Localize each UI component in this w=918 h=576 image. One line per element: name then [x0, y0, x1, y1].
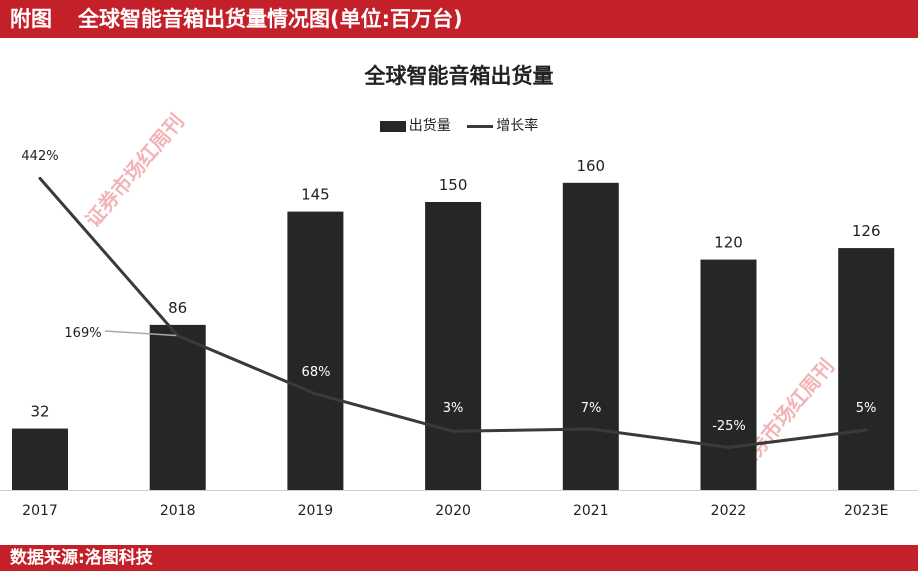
- growth-label-2022: -25%: [712, 419, 746, 434]
- watermark: 证券市场红周刊: [80, 109, 188, 232]
- growth-point-2019: [313, 392, 317, 396]
- x-tick-2022: 2022: [711, 503, 747, 519]
- growth-point-2023E: [864, 428, 868, 432]
- label-leader-line: [104, 330, 178, 337]
- bar-label-2023E: 126: [852, 222, 881, 240]
- legend-item-bar: 出货量: [379, 118, 451, 134]
- bar-2023E: [838, 248, 895, 490]
- growth-point-2021: [589, 427, 593, 431]
- growth-label-2019: 68%: [302, 365, 331, 380]
- x-tick-2018: 2018: [160, 503, 196, 519]
- bar-label-2020: 150: [439, 176, 468, 194]
- source-text: 数据来源:洛图科技: [10, 548, 153, 568]
- bar-2020: [425, 202, 482, 490]
- header-bar: 附图 全球智能音箱出货量情况图(单位:百万台): [0, 0, 918, 38]
- bar-2017: [12, 428, 68, 490]
- legend: 出货量 增长率: [0, 115, 918, 135]
- x-tick-2021: 2021: [573, 503, 609, 519]
- x-tick-2023E: 2023E: [844, 503, 888, 519]
- bar-label-2022: 120: [714, 234, 743, 252]
- legend-item-line: 增长率: [467, 118, 538, 134]
- growth-point-2018: [176, 334, 180, 338]
- bar-label-2021: 160: [576, 157, 605, 175]
- x-tick-2019: 2019: [298, 503, 334, 519]
- footer-bar: 数据来源:洛图科技: [0, 545, 918, 571]
- bar-2018: [149, 324, 206, 490]
- growth-point-2017: [38, 176, 42, 180]
- legend-bar-swatch: [379, 120, 406, 132]
- bar-2021: [562, 182, 619, 491]
- x-tick-2017: 2017: [22, 503, 58, 519]
- bar-2019: [287, 211, 344, 490]
- legend-line-label: 增长率: [496, 118, 539, 134]
- growth-point-2020: [451, 429, 455, 433]
- growth-label-2021: 7%: [581, 401, 602, 416]
- x-tick-2020: 2020: [435, 503, 471, 519]
- growth-label-2023E: 5%: [856, 401, 877, 416]
- growth-label-2018: 169%: [64, 326, 101, 341]
- growth-label-2017: 442%: [21, 149, 58, 164]
- header-label: 附图: [10, 7, 52, 31]
- growth-label-2020: 3%: [443, 401, 464, 416]
- legend-line-swatch: [467, 124, 494, 128]
- bar-2022: [700, 259, 757, 490]
- bar-label-2018: 86: [168, 299, 187, 317]
- growth-point-2022: [727, 445, 730, 449]
- bar-label-2017: 32: [30, 403, 49, 421]
- bar-label-2019: 145: [301, 186, 330, 204]
- legend-bar-label: 出货量: [408, 118, 451, 134]
- chart-title: 全球智能音箱出货量: [364, 64, 554, 88]
- header-title: 全球智能音箱出货量情况图(单位:百万台): [78, 7, 463, 31]
